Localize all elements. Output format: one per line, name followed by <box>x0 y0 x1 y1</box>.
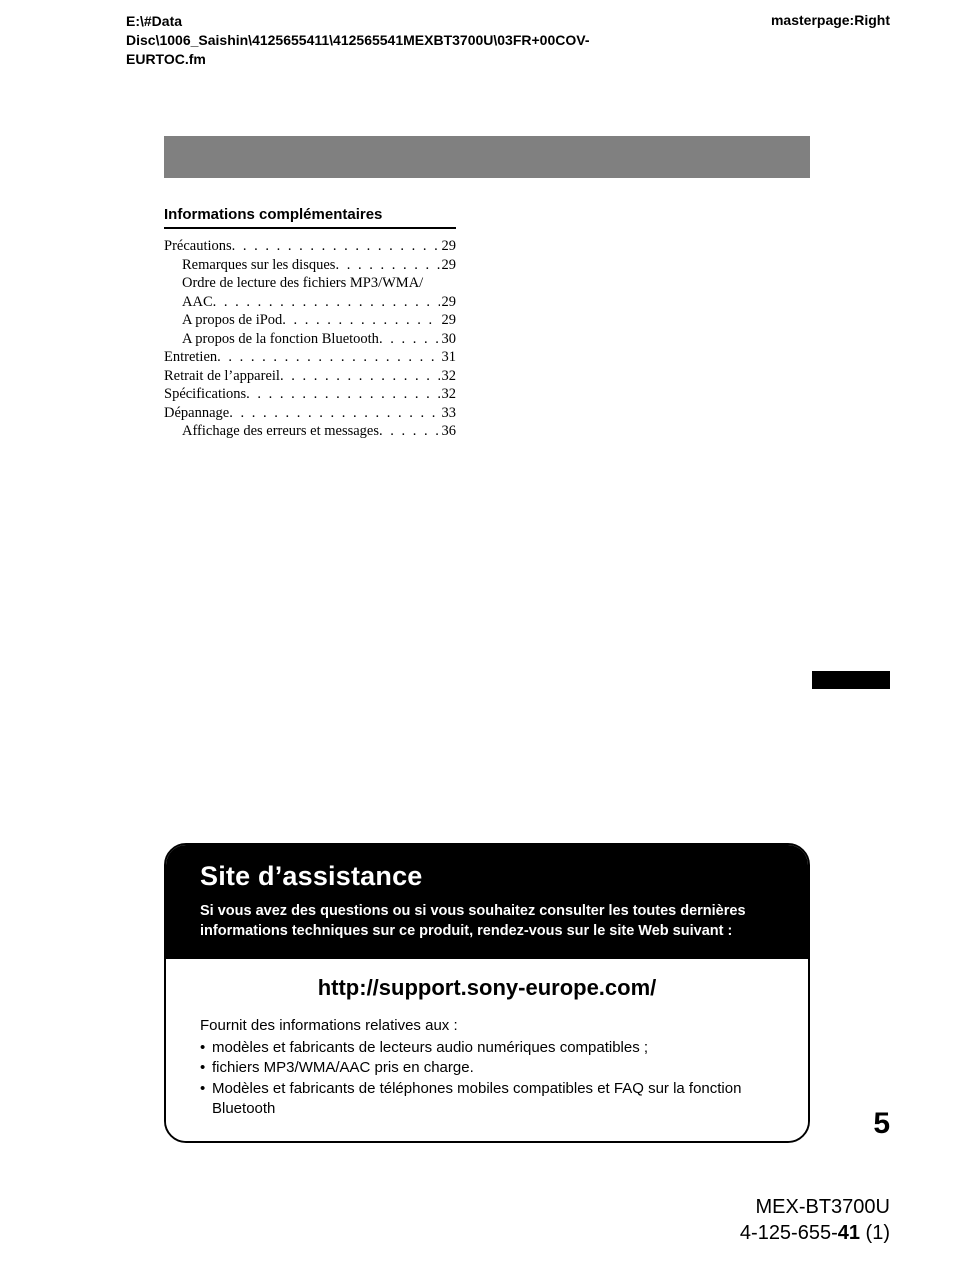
support-box: Site d’assistance Si vous avez des quest… <box>164 843 810 1143</box>
support-bullet-list: modèles et fabricants de lecteurs audio … <box>200 1038 774 1119</box>
footer: MEX-BT3700U 4-125-655-41 (1) <box>740 1194 890 1246</box>
header-row: E:\#Data Disc\1006_Saishin\4125655411\41… <box>126 12 890 69</box>
toc-label: Retrait de l’appareil <box>164 367 280 386</box>
support-lead: Fournit des informations relatives aux : <box>200 1017 774 1034</box>
toc-page: 36 <box>440 422 457 441</box>
toc-entry: Remarques sur les disques 29 <box>164 256 456 275</box>
toc-page: 32 <box>440 385 457 404</box>
toc-entry: Entretien 31 <box>164 348 456 367</box>
toc-page: 31 <box>440 348 457 367</box>
support-url: http://support.sony-europe.com/ <box>200 975 774 1001</box>
toc-label: A propos de iPod <box>182 311 282 330</box>
toc-entry: A propos de iPod 29 <box>164 311 456 330</box>
toc-label: Entretien <box>164 348 217 367</box>
support-bullet: modèles et fabricants de lecteurs audio … <box>200 1038 774 1058</box>
toc-page: 32 <box>440 367 457 386</box>
toc-label: Précautions <box>164 237 232 256</box>
toc-page: 30 <box>440 330 457 349</box>
toc-entry: Retrait de l’appareil 32 <box>164 367 456 386</box>
toc-entry: Précautions 29 <box>164 237 456 256</box>
toc-label: AAC <box>164 293 213 312</box>
toc-page: 29 <box>440 293 457 312</box>
toc-entry: AAC 29 <box>164 293 456 312</box>
support-subtitle: Si vous avez des questions ou si vous so… <box>200 902 774 941</box>
toc-page: 29 <box>440 237 457 256</box>
table-of-contents: Précautions 29Remarques sur les disques … <box>164 237 456 441</box>
section-heading: Informations complémentaires <box>164 206 456 229</box>
toc-page: 33 <box>440 404 457 423</box>
toc-entry: Affichage des erreurs et messages 36 <box>164 422 456 441</box>
toc-label: Ordre de lecture des fichiers MP3/WMA/ <box>182 274 423 293</box>
support-box-header: Site d’assistance Si vous avez des quest… <box>166 845 808 959</box>
toc-entry: Ordre de lecture des fichiers MP3/WMA/ <box>164 274 456 293</box>
toc-page: 29 <box>440 311 457 330</box>
toc-entry: Dépannage 33 <box>164 404 456 423</box>
support-bullet: fichiers MP3/WMA/AAC pris en charge. <box>200 1058 774 1078</box>
toc-entry: Spécifications 32 <box>164 385 456 404</box>
toc-entry: A propos de la fonction Bluetooth 30 <box>164 330 456 349</box>
toc-page: 29 <box>440 256 457 275</box>
footer-partno: 4-125-655-41 (1) <box>740 1220 890 1246</box>
support-bullet: Modèles et fabricants de téléphones mobi… <box>200 1079 774 1120</box>
page-number: 5 <box>873 1107 890 1141</box>
masterpage-label: masterpage:Right <box>771 12 890 69</box>
side-tab <box>812 671 890 689</box>
toc-label: Dépannage <box>164 404 229 423</box>
footer-model: MEX-BT3700U <box>740 1194 890 1220</box>
file-path: E:\#Data Disc\1006_Saishin\4125655411\41… <box>126 12 626 69</box>
toc-label: Remarques sur les disques <box>182 256 335 275</box>
toc-label: Affichage des erreurs et messages <box>182 422 379 441</box>
toc-label: Spécifications <box>164 385 246 404</box>
support-title: Site d’assistance <box>200 861 774 892</box>
toc-label: A propos de la fonction Bluetooth <box>182 330 379 349</box>
support-box-body: http://support.sony-europe.com/ Fournit … <box>166 959 808 1141</box>
gray-banner <box>164 136 810 178</box>
